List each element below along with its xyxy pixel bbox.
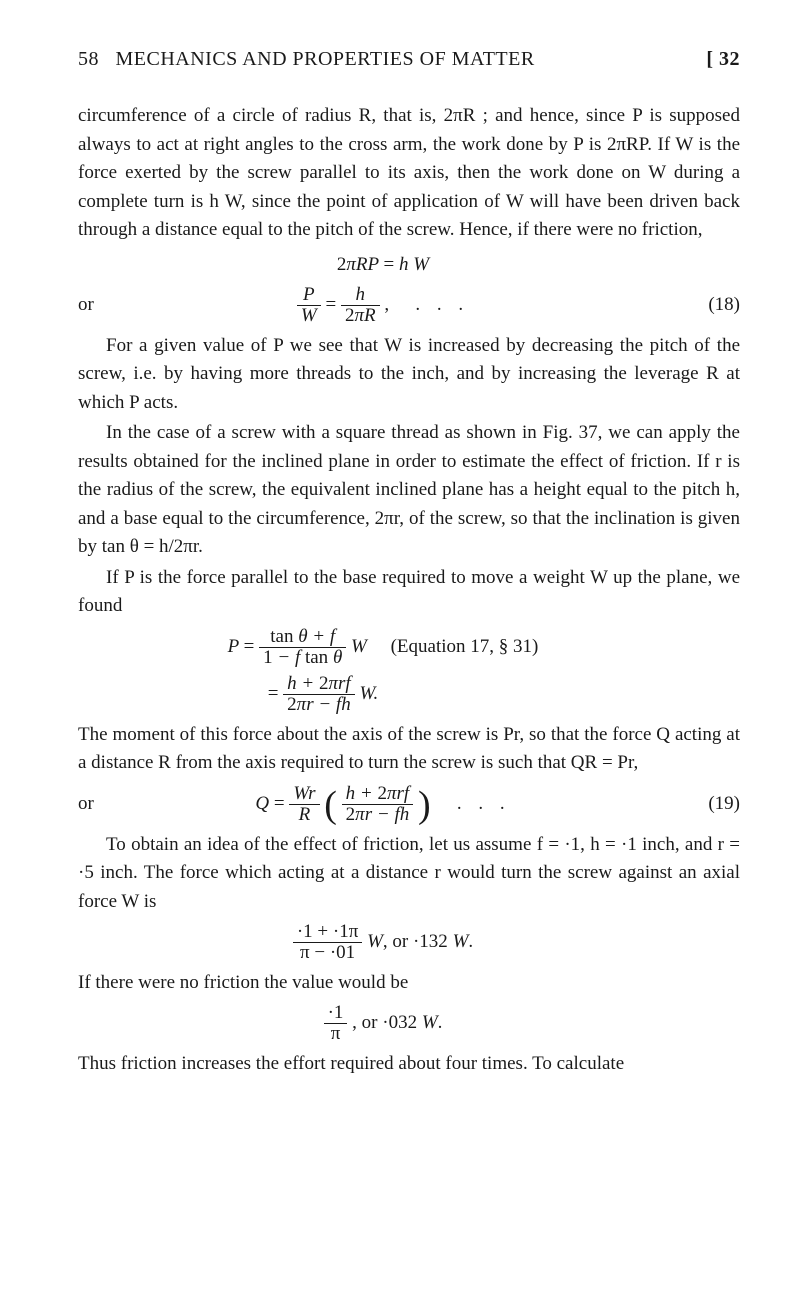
equation-A-body: ·1 + ·1π π − ·01 W, or ·132 W.	[106, 922, 660, 963]
equation-17-line2: = h + 2πrf 2πr − fh W.	[78, 674, 740, 715]
frac-h2pirf-den: 2πr − fh	[283, 695, 355, 715]
section-marker: [ 32	[706, 44, 740, 74]
equation-line-1: 2πRP = h W	[78, 251, 740, 280]
equation-17b-body: = h + 2πrf 2πr − fh W.	[106, 674, 660, 715]
frac-tan: tan θ + f 1 − f tan θ	[259, 627, 346, 668]
eqB-suffix: , or ·032 W.	[352, 1012, 442, 1033]
eq17b-W: W.	[359, 683, 378, 704]
paragraph-6: To obtain an idea of the effect of frict…	[78, 831, 740, 917]
eq18-comma: ,	[384, 294, 389, 315]
eq18-dots: . . .	[394, 294, 469, 315]
frac-B: ·1 π	[324, 1003, 348, 1044]
frac-tan-den: 1 − f tan θ	[259, 648, 346, 668]
page-number: 58 MECHANICS AND PROPERTIES OF MATTER	[78, 44, 535, 74]
equation-19: or Q = Wr R ( h + 2πrf 2πr − fh ) . . . …	[78, 784, 740, 825]
page: 58 MECHANICS AND PROPERTIES OF MATTER [ …	[0, 0, 800, 1141]
paragraph-1: circumference of a circle of radius R, t…	[78, 102, 740, 245]
eq17-ref: (Equation 17, § 31)	[391, 636, 539, 657]
frac-h2pirf: h + 2πrf 2πr − fh	[283, 674, 355, 715]
frac-A: ·1 + ·1π π − ·01	[293, 922, 362, 963]
paragraph-8: Thus friction increases the effort requi…	[78, 1050, 740, 1079]
frac-A-den: π − ·01	[293, 943, 362, 963]
equation-A: ·1 + ·1π π − ·01 W, or ·132 W.	[78, 922, 740, 963]
frac-P-W: P W	[297, 285, 321, 326]
frac-inner-19: h + 2πrf 2πr − fh	[342, 784, 414, 825]
equation-B: ·1 π , or ·032 W.	[78, 1003, 740, 1044]
frac-tan-num: tan θ + f	[259, 627, 346, 648]
paragraph-7: If there were no friction the value woul…	[78, 969, 740, 998]
eq17b-eq: =	[268, 683, 283, 704]
eq18-eq: =	[325, 294, 340, 315]
paragraph-2: For a given value of P we see that W is …	[78, 332, 740, 418]
frac-h2pirf-num: h + 2πrf	[283, 674, 355, 695]
equation-number-19: (19)	[660, 790, 740, 819]
frac-inner-19-num: h + 2πrf	[342, 784, 414, 805]
frac-B-num: ·1	[324, 1003, 348, 1024]
running-title: MECHANICS AND PROPERTIES OF MATTER	[116, 48, 535, 70]
eq17-W: W	[351, 636, 367, 657]
frac-h-den: 2πR	[341, 306, 380, 326]
paragraph-4a: If P is the force parallel to the base r…	[78, 564, 740, 621]
frac-Wr-num: Wr	[289, 784, 319, 805]
eq19-dots: . . .	[435, 792, 510, 813]
equation-B-body: ·1 π , or ·032 W.	[106, 1003, 660, 1044]
frac-A-num: ·1 + ·1π	[293, 922, 362, 943]
equation-18: or P W = h 2πR , . . . (18)	[78, 285, 740, 326]
equation-number-18: (18)	[660, 291, 740, 320]
frac-B-den: π	[324, 1024, 348, 1044]
paragraph-3: In the case of a screw with a square thr…	[78, 419, 740, 562]
frac-Wr-R: Wr R	[289, 784, 319, 825]
running-header: 58 MECHANICS AND PROPERTIES OF MATTER [ …	[78, 44, 740, 74]
frac-h-num: h	[341, 285, 380, 306]
equation-2pirp: 2πRP = h W	[106, 251, 660, 280]
paragraph-5: The moment of this force about the axis …	[78, 721, 740, 778]
frac-inner-19-den: 2πr − fh	[342, 805, 414, 825]
frac-P-W-num: P	[297, 285, 321, 306]
equation-17-body: P = tan θ + f 1 − f tan θ W (Equation 17…	[106, 627, 660, 668]
page-number-text: 58	[78, 48, 99, 70]
equation-18-body: P W = h 2πR , . . .	[106, 285, 660, 326]
equation-or-2: or	[78, 790, 106, 819]
equation-or-1: or	[78, 291, 106, 320]
eqA-suffix: W, or ·132 W.	[367, 931, 473, 952]
frac-h-2piR: h 2πR	[341, 285, 380, 326]
equation-17-line1: P = tan θ + f 1 − f tan θ W (Equation 17…	[78, 627, 740, 668]
frac-Wr-den: R	[289, 805, 319, 825]
frac-P-W-den: W	[297, 306, 321, 326]
equation-19-body: Q = Wr R ( h + 2πrf 2πr − fh ) . . .	[106, 784, 660, 825]
